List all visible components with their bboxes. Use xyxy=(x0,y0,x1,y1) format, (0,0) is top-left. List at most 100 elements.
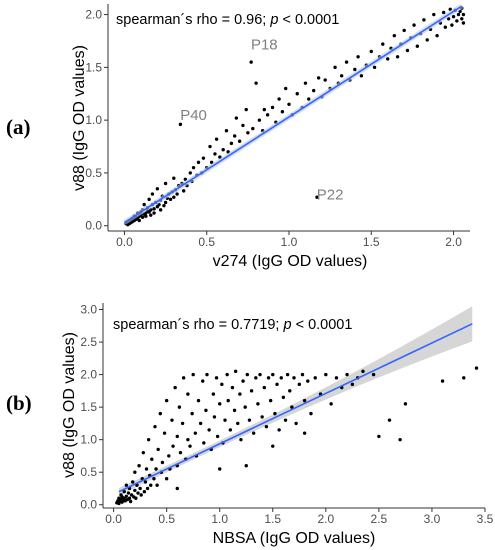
data-point xyxy=(127,496,132,500)
data-point xyxy=(160,460,165,465)
data-point xyxy=(273,411,277,416)
data-point xyxy=(333,65,337,70)
data-point xyxy=(228,428,233,432)
data-point xyxy=(395,55,400,59)
panel-b-x-tick-label: 2.0 xyxy=(317,512,334,526)
data-point xyxy=(178,450,183,455)
data-point xyxy=(344,60,349,64)
data-point xyxy=(247,418,252,422)
panel-a-y-tick-label: 1.5 xyxy=(85,60,102,74)
data-point xyxy=(271,372,275,377)
data-point xyxy=(262,107,267,112)
data-point xyxy=(243,405,247,409)
annotation-p40: P40 xyxy=(180,107,207,124)
data-point xyxy=(290,405,294,409)
data-point xyxy=(221,148,225,152)
data-point xyxy=(316,76,321,80)
panel-b-stat-text: spearman´s rho = 0.7719; p < 0.0001 xyxy=(113,317,352,333)
panel-b-y-tick-label: 2.0 xyxy=(80,368,97,382)
data-point xyxy=(196,160,201,165)
data-point xyxy=(306,379,310,383)
regression-line xyxy=(118,323,473,493)
data-point xyxy=(350,382,355,387)
data-point xyxy=(178,122,183,127)
panel-a-y-tick-label: 0.0 xyxy=(85,219,102,233)
data-point xyxy=(142,490,147,494)
data-point xyxy=(233,369,238,374)
data-point xyxy=(387,418,392,422)
data-point xyxy=(313,376,317,380)
panel-b-x-tick-label: 0.5 xyxy=(158,512,175,526)
annotation-p18: P18 xyxy=(251,36,278,53)
data-point xyxy=(140,215,145,219)
data-point xyxy=(175,486,179,491)
data-point xyxy=(302,398,307,403)
data-point xyxy=(241,123,245,128)
annotation-p22: P22 xyxy=(317,186,344,203)
data-point xyxy=(353,67,357,72)
data-point xyxy=(460,17,464,21)
panel-b-x-tick-label: 2.5 xyxy=(371,512,388,526)
data-point xyxy=(208,144,212,149)
data-point xyxy=(147,197,151,202)
data-point xyxy=(461,21,466,25)
panel-a-y-tick-label: 1.0 xyxy=(85,113,102,127)
data-point xyxy=(149,213,153,217)
data-point xyxy=(124,483,129,487)
data-point xyxy=(170,418,174,422)
data-point xyxy=(249,389,254,393)
data-point xyxy=(144,467,149,471)
data-point xyxy=(412,23,416,27)
panel-a-y-axis-title: v88 (IgG OD values) xyxy=(71,45,88,191)
data-point xyxy=(251,431,256,435)
data-point xyxy=(339,74,344,78)
data-point xyxy=(177,405,182,409)
data-point xyxy=(392,33,397,38)
panel-b-y-tick-label: 3.0 xyxy=(80,303,97,317)
data-point xyxy=(315,195,319,199)
data-point xyxy=(202,441,206,445)
data-point xyxy=(173,385,177,390)
data-point xyxy=(205,372,209,377)
panel-b-points xyxy=(115,366,479,506)
data-point xyxy=(398,437,402,442)
data-point xyxy=(186,392,190,396)
data-point xyxy=(156,447,160,452)
panel-b-y-tick-label: 1.0 xyxy=(80,433,97,447)
data-point xyxy=(268,398,273,403)
panel-a-fit xyxy=(123,4,464,225)
data-point xyxy=(257,118,262,122)
data-point xyxy=(180,421,185,426)
data-point xyxy=(280,109,285,114)
data-point xyxy=(226,398,230,403)
data-point xyxy=(295,92,299,96)
data-point xyxy=(356,55,360,59)
data-point xyxy=(302,431,307,435)
data-point xyxy=(188,444,192,448)
data-point xyxy=(275,382,279,387)
data-point xyxy=(229,141,234,146)
panel-a-x-tick-label: 0.0 xyxy=(116,235,133,249)
data-point xyxy=(212,415,217,419)
data-point xyxy=(244,107,248,112)
data-point xyxy=(237,139,242,143)
data-point xyxy=(425,38,429,42)
panel-a-label: (a) xyxy=(6,115,31,139)
data-point xyxy=(150,457,154,461)
data-point xyxy=(152,207,156,211)
panel-a-x-ticks: 0.0 0.5 1.0 1.5 2.0 xyxy=(116,231,462,249)
data-point xyxy=(369,49,373,54)
panel-b-x-tick-label: 1.0 xyxy=(211,512,228,526)
data-point xyxy=(266,376,271,380)
data-point xyxy=(285,372,290,377)
data-point xyxy=(443,25,448,29)
panel-b: (b) 0.0 0.5 1.0 1.5 2.0 2.5 3.0 3.5 0.0 … xyxy=(6,303,494,547)
data-point xyxy=(213,152,217,156)
data-point xyxy=(451,14,456,19)
data-point xyxy=(172,195,176,199)
data-point xyxy=(288,389,292,393)
data-point xyxy=(415,44,420,48)
data-point xyxy=(167,454,171,458)
data-point xyxy=(297,382,302,387)
panel-a-annotations: P18 P40 P22 xyxy=(180,36,343,203)
